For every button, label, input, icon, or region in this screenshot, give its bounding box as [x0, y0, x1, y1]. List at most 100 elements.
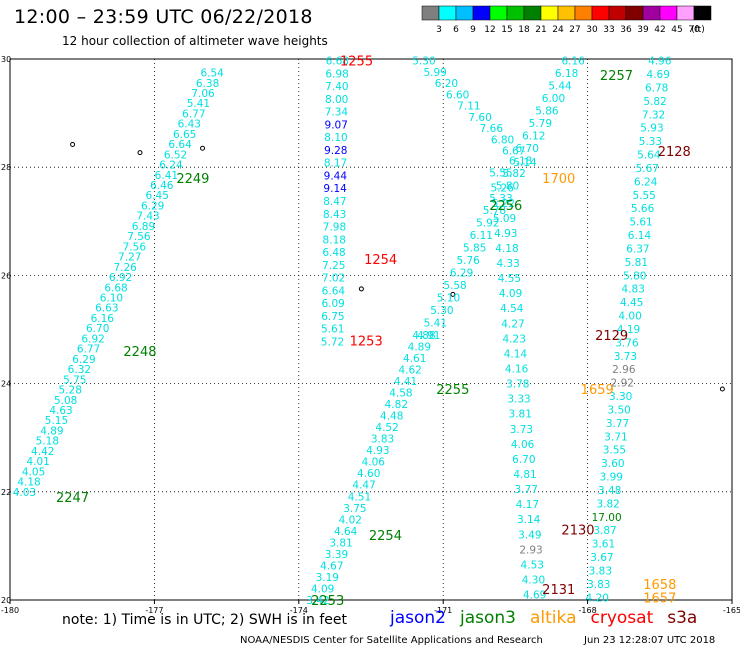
plot-frame: [9, 58, 733, 601]
pass-time-label: 2248: [123, 345, 156, 360]
wave-height-value: 4.93: [366, 445, 389, 457]
wave-height-value: 4.63: [49, 405, 72, 417]
wave-height-value: 4.61: [403, 353, 426, 365]
wave-height-value: 6.29: [141, 200, 164, 212]
wave-height-value: 6.18: [509, 155, 532, 167]
wave-height-value: 7.60: [468, 112, 491, 124]
wave-height-value: 4.96: [648, 56, 672, 68]
legend-s3a: s3a: [667, 608, 698, 628]
credit-line: NOAA/NESDIS Center for Satellite Applica…: [240, 635, 715, 646]
wave-height-value: 3.81: [509, 409, 532, 421]
wave-height-value: 4.47: [352, 480, 375, 492]
pass-time-label: 2256: [489, 199, 522, 214]
wave-height-value: 4.53: [521, 559, 544, 571]
wave-height-value: 5.82: [643, 96, 666, 108]
wave-height-value: 4.89: [40, 425, 63, 437]
y-tick-label: 30: [1, 55, 11, 64]
wave-height-value: 4.01: [26, 456, 49, 468]
wave-height-value: 3.55: [603, 445, 626, 457]
wave-height-value: 5.09: [493, 213, 516, 225]
pass-time-label: 2129: [595, 329, 628, 344]
wave-height-value: 3.48: [598, 485, 621, 497]
wave-height-value: 3.30: [609, 391, 632, 403]
wave-height-value: 6.60: [446, 89, 469, 101]
wave-height-value: 3.78: [506, 379, 529, 391]
wave-height-value: 3.71: [604, 431, 627, 443]
colorbar-tick-label: 27: [569, 25, 580, 34]
wave-height-value: 4.30: [522, 575, 545, 587]
colorbar-tick-label: 15: [501, 25, 512, 34]
x-tick-label: -165: [723, 606, 740, 615]
pass-time-label: 2247: [56, 491, 89, 506]
footnote: note: 1) Time is in UTC; 2) SWH is in fe…: [62, 612, 348, 628]
wave-height-value: 7.32: [642, 109, 665, 121]
wave-height-value: 3.61: [592, 539, 615, 551]
wave-height-value: 6.78: [645, 82, 668, 94]
wave-height-value: 4.83: [622, 284, 645, 296]
wave-height-value: 4.16: [505, 364, 529, 376]
pass-time-label: 2253: [311, 594, 344, 609]
wave-height-value: 5.18: [36, 436, 59, 448]
pass-time-label: 1659: [581, 383, 614, 398]
pass-time-label: 2131: [542, 583, 575, 598]
wave-height-value: 6.11: [470, 230, 493, 242]
wave-height-value: 7.40: [325, 81, 348, 93]
wave-height-value: 6.77: [182, 108, 205, 120]
wave-height-value: 5.66: [631, 203, 655, 215]
wave-height-value: 6.46: [150, 180, 174, 192]
wave-height-value: 4.42: [31, 446, 54, 458]
wave-height-value: 6.70: [516, 143, 539, 155]
wave-height-value: 5.08: [54, 395, 77, 407]
wave-height-value: 7.98: [323, 222, 346, 234]
wave-height-value: 4.09: [311, 583, 334, 595]
wave-height-value: 5.75: [63, 374, 86, 386]
island-outline: [719, 386, 725, 392]
wave-height-value: 9.14: [323, 183, 347, 195]
wave-height-value: 8.00: [325, 94, 348, 106]
wave-height-value: 3.81: [329, 537, 352, 549]
colorbar-tick-label: 9: [470, 25, 476, 34]
wave-height-value: 5.41: [424, 317, 447, 329]
wave-height-value: 6.98: [325, 68, 348, 80]
colorbar-tick-label: 39: [637, 25, 649, 34]
wave-height-value: 4.20: [586, 592, 609, 604]
pass-time-label: 2249: [176, 172, 209, 187]
wave-height-value: 5.44: [548, 81, 572, 93]
wave-height-value: 8.17: [324, 158, 347, 170]
wave-height-value: 4.27: [501, 318, 524, 330]
wave-height-value: 5.80: [623, 270, 646, 282]
wave-height-value: 4.48: [380, 411, 403, 423]
wave-height-value: 6.37: [626, 243, 649, 255]
wave-height-value: 5.58: [443, 280, 466, 292]
pass-time-label: 1658: [643, 578, 676, 593]
wave-height-value: 6.92: [81, 333, 104, 345]
wave-height-value: 4.19: [617, 324, 640, 336]
wave-height-value: 7.43: [136, 211, 159, 223]
wave-height-value: 4.17: [516, 499, 539, 511]
wave-height-value: 9.07: [325, 119, 348, 131]
wave-height-value: 4.02: [339, 514, 362, 526]
wave-height-value: 8.47: [323, 196, 346, 208]
wave-height-value: 5.81: [625, 257, 648, 269]
colorbar-tick-label: 12: [484, 25, 495, 34]
pass-time-label: 2254: [369, 529, 402, 544]
island-outline: [200, 145, 206, 151]
generated-timestamp: Jun 23 12:28:07 UTC 2018: [584, 635, 716, 646]
wave-height-value: 4.05: [22, 466, 45, 478]
pass-time-label: 2128: [658, 145, 691, 160]
chart-title: 12:00 – 23:59 UTC 06/22/2018: [14, 6, 313, 28]
wave-height-value: 4.93: [494, 228, 517, 240]
colorbar-tick-label: 21: [535, 25, 546, 34]
wave-height-value: 3.60: [601, 458, 624, 470]
wave-height-value: 4.55: [498, 273, 521, 285]
wave-height-value: 6.16: [561, 56, 585, 68]
wave-height-value: 4.52: [375, 422, 398, 434]
wave-height-value: 3.73: [510, 424, 533, 436]
wave-height-value: 8.10: [324, 132, 347, 144]
agency-credit: NOAA/NESDIS Center for Satellite Applica…: [240, 635, 543, 646]
island-outline: [137, 150, 143, 156]
wave-height-value: 8.18: [323, 234, 346, 246]
colorbar-tick-label: 45: [671, 25, 682, 34]
wave-height-value: 4.58: [389, 388, 412, 400]
